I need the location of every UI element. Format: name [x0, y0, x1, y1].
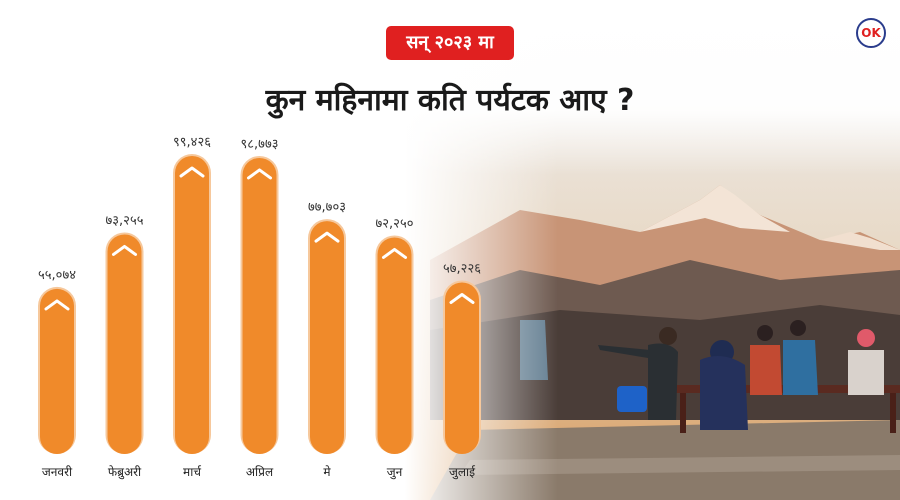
value-label-4: ९८,७७३ [241, 137, 279, 152]
value-label-7: ५७,२२६ [443, 261, 481, 276]
value-label-1: ५५,०७४ [38, 268, 76, 283]
bar-fill [445, 282, 479, 454]
bar-fill [107, 234, 142, 454]
value-label-5: ७७,७०३ [308, 200, 346, 215]
year-badge: सन् २०२३ मा [386, 26, 514, 60]
category-label-3: मार्च [183, 465, 202, 479]
value-label-3: ९९,४२६ [173, 135, 211, 150]
bar-fill [310, 221, 344, 454]
bar-3 [173, 154, 211, 454]
value-label-6: ७२,२५० [376, 216, 414, 231]
bar-chevron-icon [44, 299, 70, 311]
bar-fill [377, 237, 412, 454]
bar-chevron-icon [112, 244, 137, 256]
category-label-4: अप्रिल [246, 465, 274, 479]
bar-6 [375, 235, 414, 454]
category-label-5: मे [323, 465, 331, 479]
bar-chevron-icon [382, 247, 407, 259]
bar-fill [40, 288, 74, 454]
category-label-7: जुलाई [449, 465, 476, 480]
page-title: कुन महिनामा कति पर्यटक आए ? [265, 83, 635, 118]
logo-text: OK [861, 26, 881, 40]
bar-1 [38, 286, 76, 454]
category-label-2: फेब्रुअरी [108, 465, 142, 480]
bar-chevron-icon [247, 168, 272, 180]
brand-logo: OK [856, 18, 886, 48]
bar-chevron-icon [449, 292, 475, 304]
value-label-2: ७३,२५५ [106, 213, 144, 228]
bar-5 [308, 219, 346, 454]
bar-4 [240, 155, 279, 455]
bar-fill [242, 157, 277, 455]
category-label-1: जनवरी [42, 465, 73, 479]
bar-chevron-icon [179, 166, 205, 178]
bar-fill [175, 156, 209, 454]
bar-7 [443, 280, 481, 454]
bar-chevron-icon [314, 231, 340, 243]
bar-2 [105, 232, 144, 454]
category-label-6: जुन [387, 465, 403, 480]
